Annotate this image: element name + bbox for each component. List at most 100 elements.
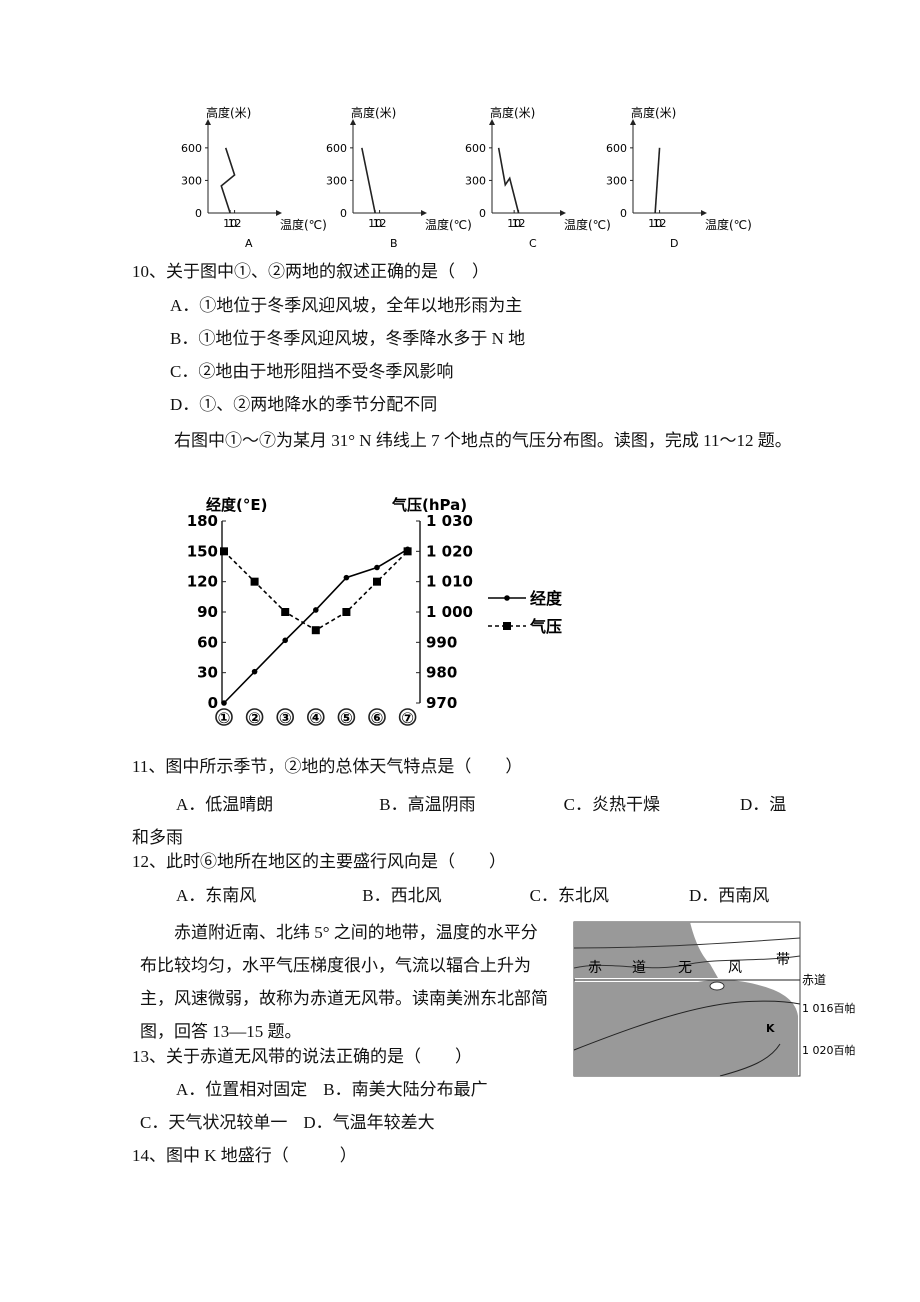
y-tick-label: 600 bbox=[181, 142, 202, 155]
arrow bbox=[630, 119, 636, 125]
x-tick-label: ④ bbox=[309, 709, 322, 727]
y2-tick-label: 1 010 bbox=[426, 573, 473, 591]
y2-tick-label: 1 020 bbox=[426, 542, 473, 560]
y-axis-label: 经度(°E) bbox=[206, 496, 267, 514]
x-tick-label: 10 bbox=[368, 217, 382, 230]
y-tick-label: 600 bbox=[465, 142, 486, 155]
legend-marker bbox=[504, 595, 510, 601]
y-tick-label: 90 bbox=[197, 603, 218, 621]
option: D．西南风 bbox=[688, 886, 770, 905]
category-circle bbox=[368, 708, 386, 726]
category-circle bbox=[337, 708, 356, 726]
option: C．炎热干燥 bbox=[563, 795, 660, 814]
series-line bbox=[223, 548, 409, 704]
category-circle bbox=[307, 708, 325, 726]
map-label: 赤 bbox=[588, 960, 602, 976]
x-tick-label: ① bbox=[218, 709, 231, 727]
isobar bbox=[719, 1043, 781, 1077]
y-tick-label: 300 bbox=[465, 174, 486, 187]
x-axis-label: 温度(℃) bbox=[705, 217, 752, 232]
options-row: A．低温晴朗 B．高温阴雨 C．炎热干燥 D．温和多雨 bbox=[132, 788, 792, 854]
point bbox=[343, 574, 350, 581]
y2-tick-label: 980 bbox=[426, 664, 457, 682]
point bbox=[374, 564, 380, 571]
arrow bbox=[350, 119, 356, 125]
map-label: 赤道 bbox=[802, 973, 826, 987]
map-label: 风 bbox=[728, 960, 742, 976]
x-tick-label: 10 bbox=[648, 217, 662, 230]
x-tick-label: ③ bbox=[279, 709, 292, 727]
category-circle bbox=[215, 708, 233, 726]
legend-label: 气压 bbox=[529, 617, 562, 636]
point bbox=[221, 700, 227, 706]
y2-tick-label: 970 bbox=[426, 694, 457, 712]
point bbox=[373, 577, 381, 586]
point bbox=[311, 626, 320, 635]
arrow bbox=[701, 210, 707, 216]
y-axis-label: 高度(米) bbox=[631, 105, 676, 120]
option: B．高温阴雨 bbox=[379, 795, 476, 814]
figure-temperature-profiles: 高度(米)温度(℃)A03006001012高度(米)温度(℃)B0300600… bbox=[181, 105, 752, 250]
band-line bbox=[573, 937, 801, 949]
y-tick-label: 300 bbox=[181, 174, 202, 187]
intro-paragraph: 赤道附近南、北纬 5° 之间的地带，温度的水平分布比较均匀，水平气压梯度很小，气… bbox=[140, 923, 548, 1041]
y-axis-label: 高度(米) bbox=[206, 105, 251, 120]
option: C．东北风 bbox=[529, 886, 609, 905]
option: D．气温年较差大 bbox=[303, 1113, 435, 1132]
option: A．位置相对固定 bbox=[176, 1080, 308, 1099]
arrow bbox=[205, 119, 211, 125]
map-label: 带 bbox=[776, 952, 790, 968]
x-tick-label: 12 bbox=[653, 217, 667, 230]
map-label: 1 020百帕 bbox=[802, 1043, 856, 1057]
x-tick-label: ② bbox=[248, 709, 261, 727]
point bbox=[281, 608, 290, 616]
band-line bbox=[573, 955, 801, 969]
panel-label: C bbox=[529, 237, 537, 250]
point bbox=[342, 608, 351, 616]
isobar bbox=[573, 1000, 801, 1051]
options-row: C．天气状况较单一 D．气温年较差大 bbox=[140, 1113, 435, 1133]
option: A．东南风 bbox=[176, 886, 257, 905]
category-circle bbox=[398, 708, 417, 726]
arrow bbox=[421, 210, 427, 216]
land-north bbox=[574, 922, 718, 978]
y-tick-label: 0 bbox=[620, 207, 627, 220]
x-tick-label: 12 bbox=[512, 217, 526, 230]
y-tick-label: 300 bbox=[326, 174, 347, 187]
map-label: 道 bbox=[632, 960, 646, 976]
y-tick-label: 60 bbox=[197, 633, 218, 651]
point bbox=[313, 607, 319, 613]
arrow bbox=[489, 119, 495, 125]
option: D．①、②两地降水的季节分配不同 bbox=[170, 395, 438, 414]
y-tick-label: 600 bbox=[326, 142, 347, 155]
point bbox=[403, 547, 412, 556]
x-axis-label: 温度(℃) bbox=[425, 217, 472, 232]
y-axis-label: 高度(米) bbox=[351, 105, 396, 120]
option: D．温和多雨 bbox=[132, 795, 787, 847]
y-tick-label: 600 bbox=[606, 142, 627, 155]
x-tick-label: ⑦ bbox=[401, 709, 414, 727]
profile-line bbox=[220, 147, 236, 214]
option: B．西北风 bbox=[362, 886, 442, 905]
legend-marker bbox=[503, 622, 511, 630]
map-label: 1 016百帕 bbox=[802, 1001, 856, 1015]
x-axis-label: 温度(℃) bbox=[564, 217, 611, 232]
profile-line bbox=[654, 147, 661, 214]
land-south bbox=[574, 979, 798, 1076]
y-tick-label: 30 bbox=[197, 664, 218, 682]
series-line bbox=[223, 550, 409, 632]
y-tick-label: 0 bbox=[479, 207, 486, 220]
option: A．①地位于冬季风迎风坡，全年以地形雨为主 bbox=[170, 296, 523, 315]
options-row: A．东南风 B．西北风 C．东北风 D．西南风 bbox=[132, 886, 769, 906]
y-tick-label: 180 bbox=[187, 512, 218, 530]
y2-tick-label: 990 bbox=[426, 633, 457, 651]
map-label: K bbox=[766, 1022, 775, 1035]
x-tick-label: 12 bbox=[373, 217, 387, 230]
question-stem: 12、此时⑥地所在地区的主要盛行风向是（ ） bbox=[132, 852, 506, 871]
option: C．②地由于地形阻挡不受冬季风影响 bbox=[170, 362, 454, 381]
lake bbox=[709, 981, 725, 991]
y-tick-label: 0 bbox=[208, 694, 218, 712]
y-tick-label: 0 bbox=[340, 207, 347, 220]
x-tick-label: 10 bbox=[223, 217, 237, 230]
panel-label: A bbox=[245, 237, 253, 250]
